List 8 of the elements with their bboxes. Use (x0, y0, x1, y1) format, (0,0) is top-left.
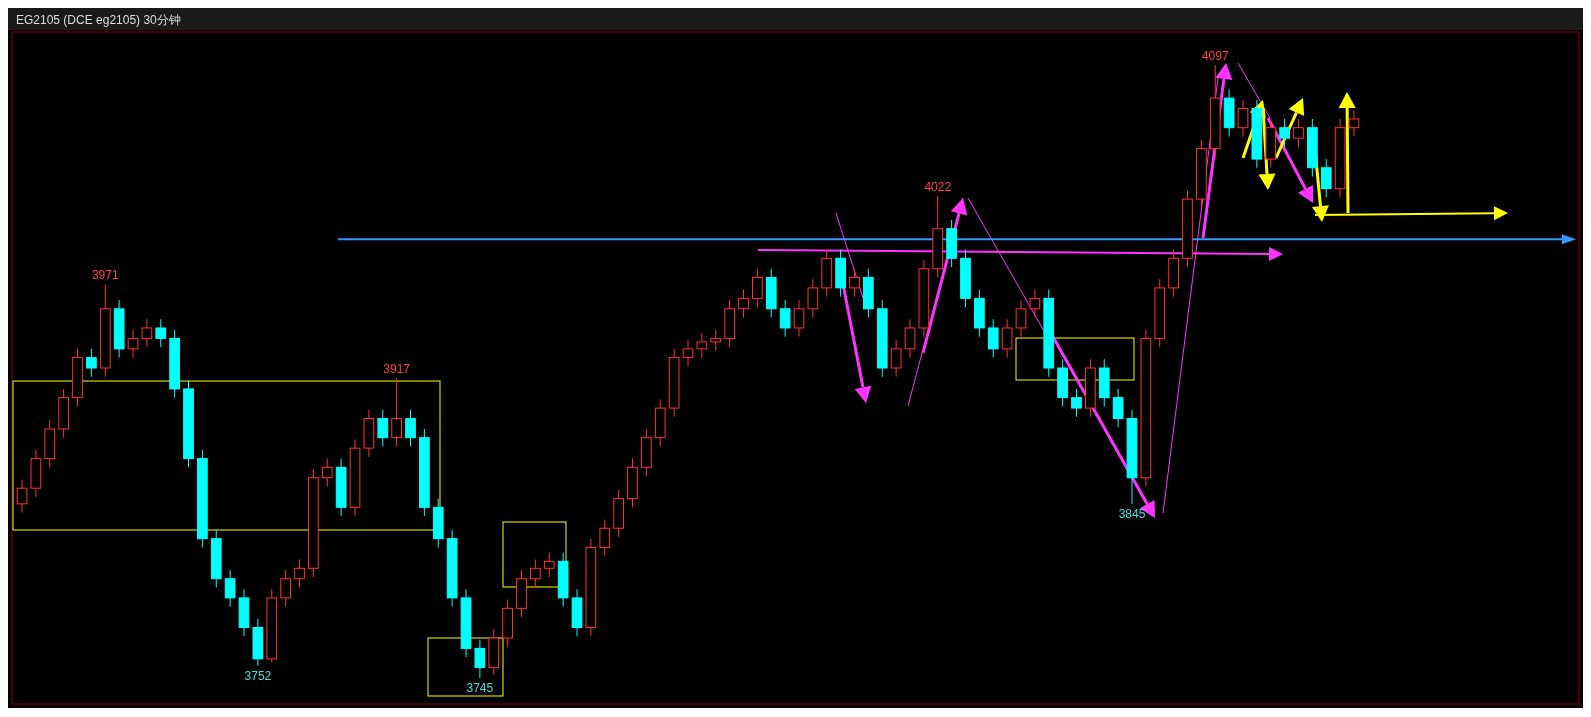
annotation: 3745 (466, 681, 494, 695)
annotation: 3971 (91, 268, 119, 283)
chart-title: EG2105 (DCE eg2105) 30分钟 (16, 13, 181, 27)
annotation: 4022 (924, 179, 952, 194)
annotation: 4097 (1201, 49, 1229, 63)
annotation: 3917 (383, 362, 411, 377)
annotation: 3845 (1118, 506, 1146, 521)
annotation: 3752 (244, 668, 272, 683)
